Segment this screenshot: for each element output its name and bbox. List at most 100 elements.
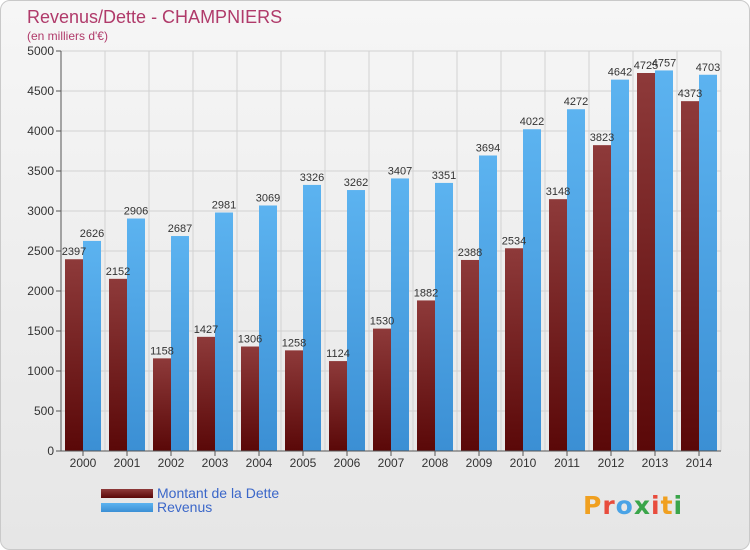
bar-revenus (611, 79, 629, 451)
y-tick-label: 3000 (27, 204, 54, 218)
bar-dette (65, 259, 83, 451)
data-label: 2388 (458, 247, 482, 259)
bar-dette (681, 101, 699, 451)
bar-dette (241, 346, 259, 451)
proxiti-logo: Proxiti (583, 491, 683, 520)
bar-revenus (567, 109, 585, 452)
data-label: 3407 (388, 165, 412, 177)
data-label: 4022 (520, 116, 544, 128)
bar-dette (285, 350, 303, 451)
bar-dette (109, 278, 127, 451)
bar-revenus (523, 129, 541, 452)
bar-revenus (479, 155, 497, 452)
logo-letter: x (633, 491, 651, 520)
logo-letter: t (660, 491, 674, 520)
bar-revenus (347, 190, 365, 452)
bar-revenus (215, 212, 233, 451)
data-label: 2397 (62, 246, 86, 258)
logo-letter: P (583, 491, 603, 520)
legend-label-dette: Montant de la Dette (157, 485, 280, 501)
x-tick-label: 2001 (114, 456, 141, 470)
bar-revenus (655, 70, 673, 451)
legend-swatch-revenus (101, 503, 153, 512)
y-tick-label: 2000 (27, 284, 54, 298)
x-tick-label: 2006 (334, 456, 361, 470)
legend-label-revenus: Revenus (157, 499, 213, 515)
y-tick-label: 1000 (27, 364, 54, 378)
y-tick-label: 500 (34, 404, 54, 418)
data-label: 4757 (652, 57, 676, 69)
data-label: 4373 (678, 88, 702, 100)
bar-dette (153, 358, 171, 451)
bar-dette (373, 328, 391, 451)
y-tick-label: 4500 (27, 84, 54, 98)
legend-swatch-dette (101, 489, 153, 498)
y-tick-label: 4000 (27, 124, 54, 138)
data-label: 3823 (590, 132, 614, 144)
logo-letter: i (673, 491, 684, 520)
x-tick-label: 2004 (246, 456, 273, 470)
data-label: 2981 (212, 200, 236, 212)
bar-revenus (699, 74, 717, 451)
bar-dette (549, 199, 567, 451)
x-tick-label: 2007 (378, 456, 405, 470)
data-label: 2152 (106, 266, 130, 278)
data-label: 2534 (502, 235, 526, 247)
data-label: 1158 (150, 345, 174, 357)
logo-letter: o (615, 491, 634, 520)
x-tick-label: 2012 (598, 456, 625, 470)
x-tick-label: 2009 (466, 456, 493, 470)
data-label: 4725 (634, 60, 658, 72)
data-label: 1306 (238, 334, 262, 346)
x-tick-label: 2003 (202, 456, 229, 470)
bar-dette (637, 73, 655, 451)
data-label: 1258 (282, 337, 306, 349)
chart-title: Revenus/Dette - CHAMPNIERS (27, 7, 283, 27)
data-label: 4703 (696, 62, 720, 74)
data-label: 4272 (564, 96, 588, 108)
data-label: 1530 (370, 316, 394, 328)
data-label: 3351 (432, 170, 456, 182)
data-label: 2687 (168, 223, 192, 235)
bar-revenus (303, 184, 321, 452)
x-tick-label: 2002 (158, 456, 185, 470)
bar-revenus (391, 178, 409, 451)
x-tick-label: 2011 (554, 456, 580, 470)
x-tick-label: 2005 (290, 456, 317, 470)
x-tick-label: 2000 (70, 456, 97, 470)
bar-revenus (127, 218, 145, 451)
bar-dette (505, 248, 523, 451)
y-tick-label: 1500 (27, 324, 54, 338)
axes: 0 500 1000 1500 2000 2500 3000 3500 4000 4500 5000… (27, 44, 721, 470)
data-label: 3148 (546, 186, 570, 198)
bar-dette (461, 259, 479, 451)
data-label: 1882 (414, 287, 438, 299)
data-label: 3694 (476, 142, 500, 154)
bar-revenus (83, 240, 101, 451)
y-tick-label: 2500 (27, 244, 54, 258)
data-labels: 2397 2626 2152 2906 1158 2687 1427 2981 1306 3069… (62, 57, 720, 360)
bar-dette (197, 336, 215, 451)
bar-dette (417, 300, 435, 451)
chart-subtitle: (en milliers d'€) (27, 29, 108, 43)
data-label: 3326 (300, 172, 324, 184)
bar-dette (329, 361, 347, 451)
y-tick-label: 5000 (27, 44, 54, 58)
logo-letter: i (651, 491, 661, 520)
x-tick-label: 2010 (510, 456, 537, 470)
bar-revenus (435, 182, 453, 452)
x-tick-label: 2013 (642, 456, 669, 470)
y-tick-label: 0 (47, 444, 54, 458)
bar-dette (593, 145, 611, 451)
data-label: 3262 (344, 177, 368, 189)
x-tick-label: 2008 (422, 456, 449, 470)
x-tick-label: 2014 (686, 456, 713, 470)
data-label: 3069 (256, 192, 280, 204)
data-label: 2906 (124, 206, 148, 218)
data-label: 1124 (326, 348, 350, 360)
data-label: 1427 (194, 324, 218, 336)
bar-revenus (259, 205, 277, 451)
bar-revenus (171, 236, 189, 451)
